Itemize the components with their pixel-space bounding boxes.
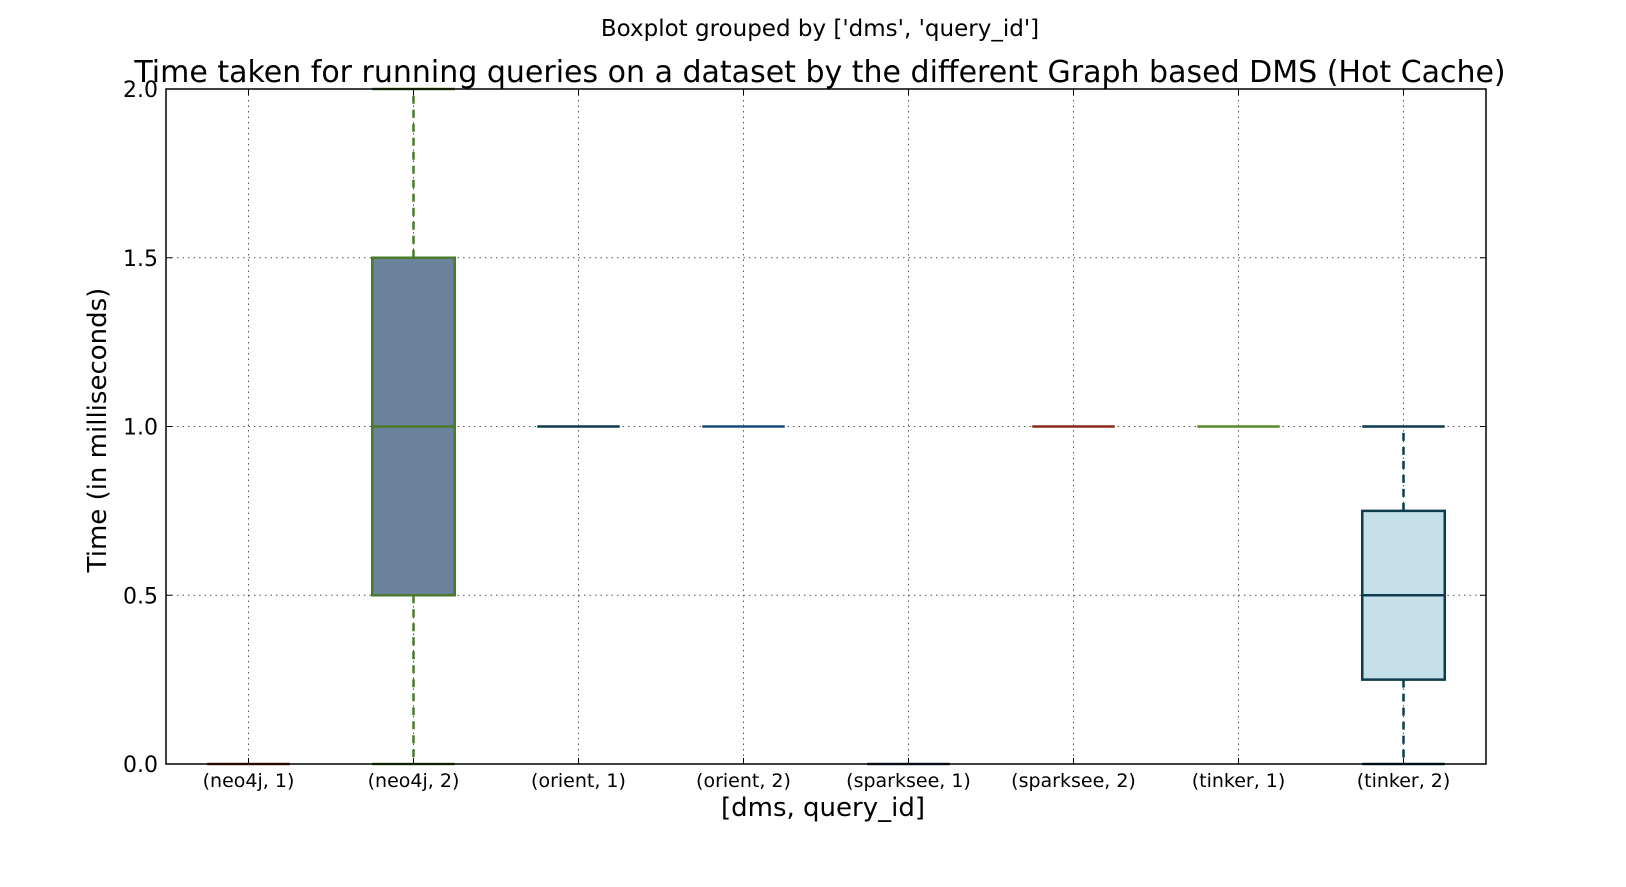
y-tick-label: 0.5: [123, 584, 158, 609]
x-tick-label: (sparksee, 2): [1011, 770, 1136, 792]
y-axis-label: Time (in milliseconds): [83, 288, 113, 574]
x-tick-label: (neo4j, 1): [203, 770, 295, 792]
box-group: [1361, 425, 1446, 766]
box-group: [371, 87, 456, 766]
chart-suptitle: Boxplot grouped by ['dms', 'query_id']: [601, 16, 1039, 42]
y-tick-label: 0.0: [123, 753, 158, 778]
chart-title: Time taken for running queries on a data…: [133, 55, 1505, 90]
x-tick-labels: (neo4j, 1) (neo4j, 2) (orient, 1) (orient, …: [203, 89, 1451, 792]
x-tick-label: (tinker, 2): [1357, 770, 1451, 792]
x-tick-label: (neo4j, 2): [368, 770, 460, 792]
x-tick-label: (sparksee, 1): [846, 770, 971, 792]
x-tick-label: (orient, 2): [696, 770, 791, 792]
x-tick-label: (orient, 1): [531, 770, 626, 792]
y-tick-label: 1.5: [123, 247, 158, 272]
x-axis-label: [dms, query_id]: [721, 793, 925, 823]
x-tick-label: (tinker, 1): [1192, 770, 1286, 792]
grid-layer: [166, 88, 1486, 765]
y-tick-labels: 0.0 0.5 1.0 1.5 2.0: [123, 78, 1486, 778]
y-tick-label: 1.0: [123, 416, 158, 441]
y-tick-label: 2.0: [123, 78, 158, 103]
